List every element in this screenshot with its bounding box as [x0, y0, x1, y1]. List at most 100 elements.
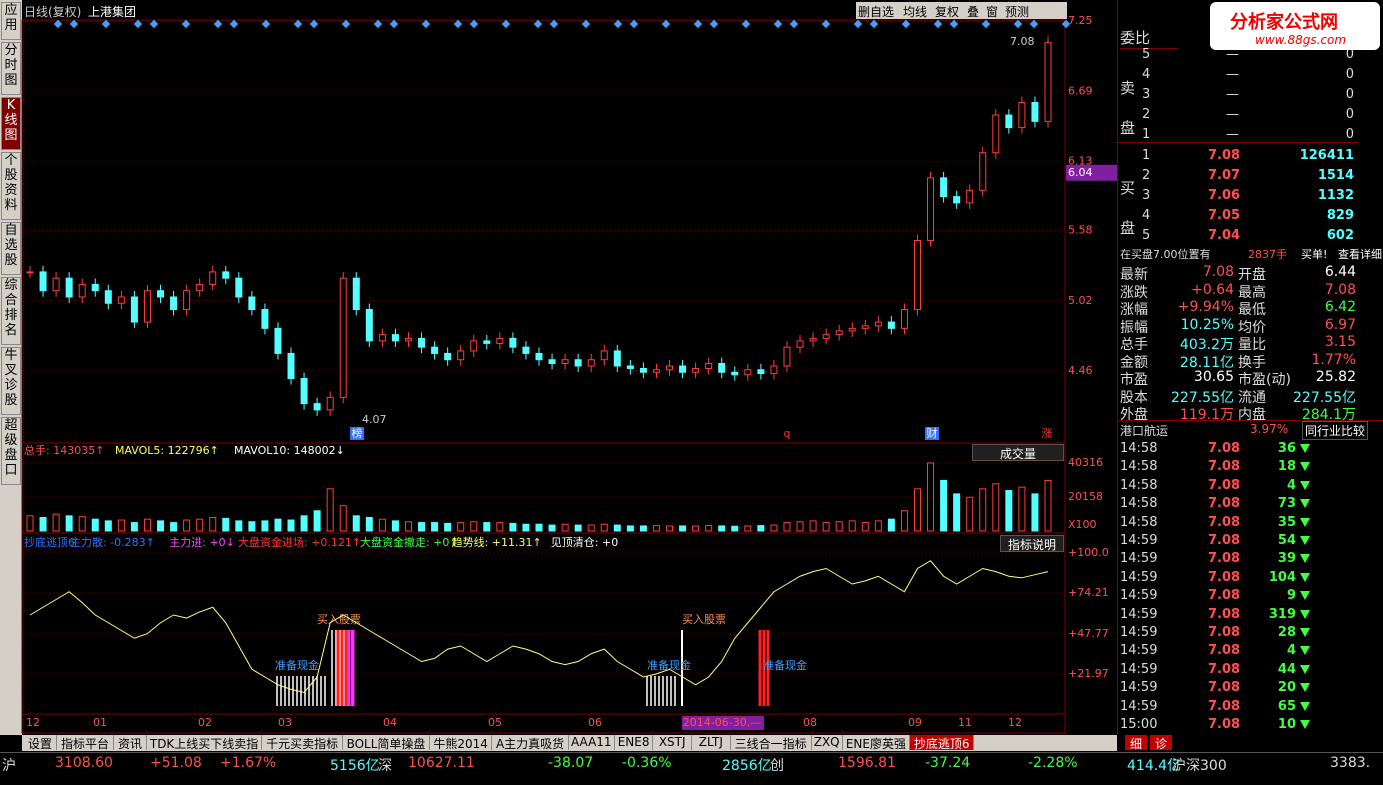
volume-bar	[104, 520, 112, 532]
event-marker	[709, 19, 719, 29]
notice[interactable]: 查看详细	[1338, 248, 1382, 261]
status-item: +51.08	[150, 755, 202, 771]
stat: 6.42	[1324, 299, 1356, 315]
toolbar-button[interactable]: 窗	[986, 5, 999, 19]
volume-bar	[1018, 486, 1026, 532]
candle	[679, 365, 687, 373]
tab[interactable]: BOLL简单操盘	[343, 735, 430, 751]
tick-volume: 44	[1277, 661, 1296, 677]
volume-bar	[887, 518, 895, 532]
toolbar-button[interactable]: 均线	[903, 5, 928, 19]
side-tab[interactable]: 牛叉诊股	[1, 347, 21, 415]
tab[interactable]: ENE8	[614, 735, 654, 750]
volume-header: MAVOL10: 148002↓	[234, 444, 345, 457]
volume-bar	[718, 525, 726, 532]
industry-compare[interactable]: 同行业比较	[1302, 421, 1369, 440]
volume-bar	[157, 520, 165, 532]
marker: 涨	[1042, 427, 1053, 440]
indicator-header: 大盘资金撤走: +0↑	[360, 535, 459, 549]
stat: 涨跌	[1120, 284, 1148, 301]
side-tab[interactable]: 超级盘口	[1, 417, 21, 485]
volume-unit: X100	[1068, 518, 1097, 531]
sell-cell: 2	[1142, 107, 1151, 122]
candle	[65, 277, 73, 298]
tab[interactable]: 资讯	[114, 735, 147, 751]
volume-bar	[196, 518, 204, 532]
event-marker	[69, 19, 79, 29]
tick-time: 14:58	[1120, 477, 1158, 493]
x-tick-label: 03	[278, 716, 292, 729]
status-item: 深	[378, 758, 392, 774]
candle	[561, 359, 569, 364]
buy-cell: 7.04	[1208, 228, 1241, 243]
side-tab[interactable]: 应用	[1, 2, 21, 40]
volume-bar	[222, 517, 230, 532]
tab[interactable]: 抄底逃顶6	[910, 735, 975, 751]
volume-bar	[509, 522, 517, 532]
status-item: 414.4亿	[1127, 758, 1182, 774]
tick-time: 14:59	[1120, 588, 1158, 604]
candle	[874, 321, 882, 327]
signal-label: 准备现金	[763, 658, 807, 672]
tab[interactable]: TDK上线买下线卖指	[147, 735, 263, 751]
tab[interactable]: 指标平台	[57, 735, 114, 751]
tab[interactable]: 设置	[24, 735, 57, 751]
right-tab[interactable]: 细	[1125, 735, 1147, 751]
tick-price: 7.08	[1208, 643, 1241, 659]
indicator-button[interactable]: 指标说明	[1000, 535, 1064, 552]
divider	[1118, 142, 1358, 143]
tab[interactable]: ENE廖英强	[842, 735, 910, 751]
candle	[300, 378, 308, 405]
sell-cell: 0	[1345, 67, 1354, 82]
tick-arrow	[1300, 536, 1310, 545]
volume-bar	[626, 525, 634, 532]
volume-bar	[979, 488, 987, 532]
right-tab[interactable]: 诊	[1150, 735, 1172, 751]
toolbar-button[interactable]: 预测	[1005, 5, 1030, 19]
volume-bar	[313, 510, 321, 532]
stat: 7.08	[1324, 281, 1356, 298]
tab[interactable]: 牛熊2014	[429, 735, 493, 751]
x-tick-label: 11	[958, 716, 972, 729]
x-tick-label: 04	[383, 716, 397, 729]
stat: 流通	[1238, 389, 1266, 406]
tab[interactable]: A主力真吸货	[492, 735, 569, 751]
tab[interactable]: 千元买卖指标	[262, 735, 344, 751]
stat: 量比	[1238, 337, 1266, 353]
candle	[222, 271, 230, 279]
tick-time: 14:59	[1120, 680, 1158, 696]
tab[interactable]: ZXQ	[811, 735, 843, 750]
side-tab[interactable]: 综合排名	[1, 277, 21, 345]
candle	[404, 337, 412, 342]
toolbar-button[interactable]: 复权	[935, 5, 960, 19]
side-tab[interactable]: K线图	[1, 97, 21, 150]
stat: 总手	[1120, 337, 1148, 353]
volume-bar	[652, 525, 660, 532]
event-marker	[373, 19, 383, 29]
side-tab[interactable]: 个股资料	[1, 152, 21, 220]
tick-price: 7.08	[1208, 569, 1241, 585]
toolbar-button[interactable]: 叠	[967, 5, 980, 19]
tick-time: 14:59	[1120, 661, 1158, 677]
tab[interactable]: ZLTJ	[692, 735, 731, 750]
tab[interactable]: AAA11	[568, 735, 615, 750]
stat: 股本	[1120, 389, 1148, 406]
tick-arrow	[1300, 683, 1310, 693]
tick-time: 14:58	[1120, 514, 1158, 530]
tab[interactable]: 三线合一指标	[730, 735, 812, 751]
side-tab[interactable]: 分时图	[1, 42, 21, 95]
toolbar-button[interactable]: 删自选	[858, 5, 895, 19]
volume-bar	[1005, 490, 1013, 532]
stat: 284.1万	[1301, 407, 1356, 423]
volume-button[interactable]: 成交量	[972, 444, 1064, 461]
side-tab[interactable]: 自选股	[1, 222, 21, 275]
stat: 30.65	[1193, 369, 1234, 385]
volume-bar	[822, 522, 830, 532]
volume-bar	[1031, 493, 1039, 532]
tab[interactable]: XSTJ	[653, 735, 692, 750]
candle	[39, 271, 47, 292]
tick-volume: 65	[1277, 698, 1296, 714]
volume-header: MAVOL5: 122796↑	[115, 444, 219, 457]
tick-price: 7.08	[1208, 717, 1241, 732]
tick-time: 14:58	[1120, 459, 1158, 475]
